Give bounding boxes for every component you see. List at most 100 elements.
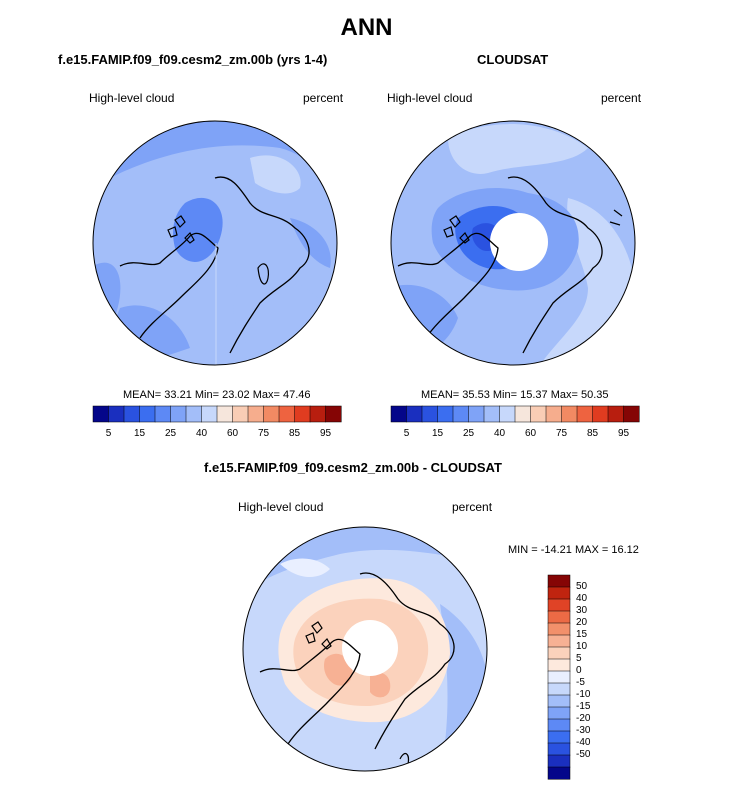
left-min-value: 23.02 [222,389,250,401]
left-colorbar-ticks: 5 15 25 40 60 75 85 95 [93,428,341,442]
left-max-value: 47.46 [282,389,311,401]
left-colorbar-swatch [294,405,311,423]
left-stats: MEAN= 33.21 Min= 23.02 Max= 47.46 [123,389,311,401]
right-colorbar [390,405,640,423]
right-coastline [443,215,470,244]
diff-max-value: 16.12 [611,544,639,556]
diff-colorbar-swatch [547,634,571,648]
right-field-patch [448,124,588,174]
left-coastline [257,263,270,285]
diff-coastline [359,572,455,750]
right-colorbar-swatch [437,405,454,423]
right-variable-label: High-level cloud [387,91,473,105]
diff-max-label: MAX = [574,544,609,556]
right-colorbar-swatch [468,405,485,423]
diff-colorbar-swatch [547,766,571,780]
main-title: ANN [340,14,393,41]
diff-colorbar-swatch [547,706,571,720]
right-colorbar-swatch [561,405,578,423]
left-colorbar-tick-label: 85 [288,428,301,439]
right-colorbar-tick-label: 60 [524,428,537,439]
left-field-patch [290,218,331,268]
diff-field-patch [370,672,391,698]
diff-colorbar-tick-label: 20 [576,617,588,628]
diff-colorbar-swatch [547,670,571,684]
right-coastline [507,176,603,354]
diff-colorbar-swatch [547,730,571,744]
left-coastline [214,176,310,354]
diff-colorbar-swatch [547,742,571,756]
right-colorbar-ticks: 5 15 25 40 60 75 85 95 [391,428,639,442]
diff-colorbar-tick-label: 40 [576,593,588,604]
diff-colorbar-swatch [547,586,571,600]
right-colorbar-swatch [421,405,439,423]
left-colorbar-swatch [139,405,156,423]
diff-colorbar-tick-label: 0 [576,665,582,676]
diff-polar-map [242,526,488,772]
right-coastline [609,209,623,226]
left-colorbar-swatch [216,405,234,423]
left-colorbar-swatch [247,405,265,423]
left-field-band [93,121,337,218]
diff-field-patch [280,558,330,578]
diff-min-label: MIN = [508,544,538,556]
diff-missing-data-hole [342,620,398,676]
right-colorbar-swatch [514,405,532,423]
diff-colorbar-tick-label: -10 [576,689,591,700]
right-colorbar-tick-label: 5 [403,428,410,439]
right-polar-map [390,120,636,366]
diff-colorbar-swatch [547,610,571,624]
left-colorbar-swatch [309,405,327,423]
right-colorbar-tick-label: 40 [493,428,506,439]
diff-colorbar-tick-label: 5 [576,653,582,664]
left-colorbar-swatch [108,405,125,423]
left-panel-title: f.e15.FAMIP.f09_f09.cesm2_zm.00b (yrs 1-… [58,52,328,67]
left-field-patch [93,262,121,365]
diff-variable-label: High-level cloud [238,500,324,514]
right-min-label: Min= [492,389,518,401]
right-map-border [390,120,636,366]
diff-colorbar-swatch [547,754,571,768]
diff-colorbar-tick-label: -30 [576,725,591,736]
right-mean-value: 35.53 [462,389,490,401]
left-colorbar-tick-label: 40 [195,428,208,439]
diff-stats: MIN = -14.21 MAX = 16.12 [508,544,639,556]
diff-colorbar-swatch [547,718,571,732]
left-colorbar-tick-label: 5 [105,428,112,439]
right-missing-data-hole [490,213,548,271]
left-colorbar-swatch [154,405,172,423]
right-colorbar-tick-label: 25 [462,428,475,439]
right-colorbar-swatch [499,405,516,423]
left-colorbar-swatch [263,405,280,423]
right-colorbar-tick-label: 75 [555,428,568,439]
diff-colorbar-tick-label: 10 [576,641,588,652]
left-min-label: Min= [194,389,220,401]
left-colorbar-swatch [185,405,203,423]
right-stats: MEAN= 35.53 Min= 15.37 Max= 50.35 [421,389,609,401]
diff-colorbar-tick-label: -50 [576,749,591,760]
left-coastline [167,215,195,244]
right-colorbar-swatch [623,405,640,423]
right-colorbar-swatch [530,405,547,423]
right-colorbar-swatch [406,405,423,423]
right-colorbar-tick-label: 85 [586,428,599,439]
left-colorbar-tick-label: 75 [257,428,270,439]
diff-min-value: -14.21 [540,544,572,556]
diff-colorbar-ticks: 50 40 30 20 15 10 5 0 -5 -10 -15 -20 -30 -40 -50 [576,575,616,779]
right-colorbar-swatch [607,405,625,423]
left-colorbar-swatch [232,405,249,423]
left-colorbar-tick-label: 25 [164,428,177,439]
diff-colorbar-tick-label: -40 [576,737,591,748]
diff-colorbar [547,574,571,780]
left-colorbar-swatch [278,405,296,423]
diff-map-border [242,526,488,772]
diff-coastline [259,638,361,745]
left-colorbar [92,405,342,423]
left-mean-label: MEAN= [123,389,162,401]
diff-colorbar-tick-label: -20 [576,713,591,724]
left-colorbar-swatch [201,405,218,423]
diff-colorbar-swatch [547,622,571,636]
diff-colorbar-tick-label: 30 [576,605,588,616]
left-field-patch [250,155,301,194]
left-colorbar-swatch [123,405,141,423]
